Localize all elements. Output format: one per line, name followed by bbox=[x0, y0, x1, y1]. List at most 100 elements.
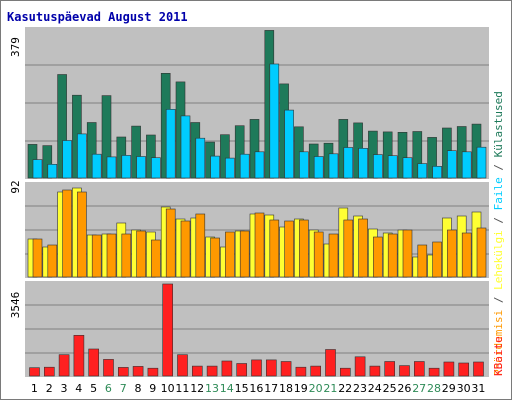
legend-visits: Külastused bbox=[492, 91, 505, 157]
day-label-25: 25 bbox=[383, 382, 397, 395]
day-label-22: 22 bbox=[338, 382, 352, 395]
bar-külastused-day-27 bbox=[412, 131, 423, 179]
day-label-30: 30 bbox=[457, 382, 471, 395]
day-label-21: 21 bbox=[323, 382, 337, 395]
legend-hits: Pöördumisi bbox=[492, 310, 505, 376]
bar-pöördumisi-day-17 bbox=[269, 219, 280, 278]
bar-külastused-day-28 bbox=[427, 137, 437, 179]
legend-vertical: Pöördumisi / Lehekülgi / Faile / Külastu… bbox=[492, 91, 505, 376]
bar-kbaite-day-19 bbox=[295, 366, 307, 377]
bar-pöördumisi-day-7 bbox=[121, 233, 132, 278]
bar-külastused-day-14 bbox=[220, 134, 230, 179]
bar-kbaite-day-10 bbox=[162, 283, 173, 377]
day-label-8: 8 bbox=[135, 382, 142, 395]
legend-sep-2: / bbox=[492, 210, 505, 230]
day-label-18: 18 bbox=[279, 382, 293, 395]
bar-kbaite-day-1 bbox=[29, 367, 40, 377]
bar-kbaite-day-22 bbox=[339, 367, 351, 377]
bar-faile-day-27 bbox=[417, 163, 428, 179]
bar-kbaite-day-14 bbox=[221, 360, 233, 377]
bar-faile-day-21 bbox=[328, 153, 339, 179]
bar-kbaite-day-18 bbox=[280, 361, 292, 377]
day-label-14: 14 bbox=[220, 382, 234, 395]
bar-kbaite-day-26 bbox=[399, 365, 410, 377]
bar-pöördumisi-day-5 bbox=[91, 234, 102, 278]
bar-faile-day-23 bbox=[358, 148, 368, 179]
day-label-6: 6 bbox=[105, 382, 112, 395]
bars-bandwidth bbox=[29, 283, 484, 377]
bar-kbaite-day-7 bbox=[118, 367, 129, 377]
chart-title: Kasutuspäevad August 2011 bbox=[7, 10, 188, 24]
bar-faile-day-26 bbox=[402, 157, 413, 179]
bar-pöördumisi-day-16 bbox=[254, 212, 265, 278]
bar-kbaite-day-8 bbox=[132, 366, 144, 377]
day-label-20: 20 bbox=[309, 382, 323, 395]
bar-faile-day-1 bbox=[32, 159, 43, 179]
bar-pöördumisi-day-18 bbox=[284, 220, 294, 278]
bar-külastused-day-16 bbox=[249, 119, 260, 179]
bar-faile-day-30 bbox=[461, 151, 472, 179]
bar-kbaite-day-29 bbox=[443, 361, 455, 377]
bar-faile-day-25 bbox=[387, 155, 398, 179]
bar-kbaite-day-13 bbox=[206, 365, 218, 377]
bar-pöördumisi-day-9 bbox=[151, 239, 161, 278]
bar-külastused-day-5 bbox=[86, 122, 97, 179]
bar-faile-day-5 bbox=[91, 153, 102, 179]
bar-faile-day-10 bbox=[165, 109, 176, 179]
bar-pöördumisi-day-29 bbox=[447, 229, 457, 278]
bar-külastused-day-15 bbox=[234, 125, 245, 179]
bar-kbaite-day-17 bbox=[265, 359, 277, 377]
bar-kbaite-day-24 bbox=[369, 365, 381, 377]
legend-pages: Lehekülgi bbox=[492, 230, 505, 290]
bar-faile-day-28 bbox=[432, 166, 442, 179]
bar-faile-day-4 bbox=[77, 133, 87, 179]
bar-faile-day-18 bbox=[284, 109, 294, 179]
bar-kbaite-day-15 bbox=[236, 363, 247, 377]
bar-pöördumisi-day-19 bbox=[299, 219, 309, 278]
bar-faile-day-8 bbox=[136, 156, 146, 179]
bar-faile-day-15 bbox=[239, 153, 250, 179]
bar-kbaite-day-6 bbox=[103, 359, 114, 377]
bar-kbaite-day-31 bbox=[473, 361, 484, 377]
bar-faile-day-12 bbox=[195, 137, 206, 179]
day-label-15: 15 bbox=[235, 382, 249, 395]
top-panel-max-label: 379 bbox=[9, 37, 22, 57]
bar-faile-day-2 bbox=[47, 164, 58, 179]
middle-panel-max-label: 92 bbox=[9, 180, 22, 193]
day-label-28: 28 bbox=[427, 382, 441, 395]
bar-kbaite-day-30 bbox=[458, 362, 470, 377]
bar-pöördumisi-day-11 bbox=[180, 220, 191, 278]
day-label-29: 29 bbox=[442, 382, 456, 395]
bar-faile-day-13 bbox=[210, 155, 220, 179]
bar-kbaite-day-11 bbox=[177, 354, 188, 377]
bar-faile-day-7 bbox=[121, 155, 132, 179]
bar-pöördumisi-day-8 bbox=[136, 230, 146, 278]
bar-pöördumisi-day-13 bbox=[210, 237, 220, 278]
bar-külastused-day-3 bbox=[57, 74, 67, 179]
day-label-24: 24 bbox=[368, 382, 382, 395]
bar-faile-day-16 bbox=[254, 151, 265, 179]
bar-kbaite-day-12 bbox=[192, 365, 203, 377]
legend-files: Faile bbox=[492, 177, 505, 210]
bar-kbaite-day-2 bbox=[43, 366, 55, 377]
bar-faile-day-24 bbox=[373, 154, 383, 179]
bottom-panel-max-label: 3546 bbox=[9, 292, 22, 319]
day-label-11: 11 bbox=[175, 382, 189, 395]
bar-külastused-day-26 bbox=[397, 132, 408, 179]
day-label-17: 17 bbox=[264, 382, 278, 395]
bar-külastused-day-9 bbox=[146, 134, 156, 179]
day-label-19: 19 bbox=[294, 382, 308, 395]
bar-kbaite-day-9 bbox=[147, 367, 159, 377]
bar-pöördumisi-day-28 bbox=[432, 241, 442, 278]
bar-kbaite-day-21 bbox=[325, 349, 336, 377]
legend-sep-3: / bbox=[492, 157, 505, 177]
bar-faile-day-11 bbox=[180, 115, 191, 179]
bar-pöördumisi-day-21 bbox=[328, 233, 339, 278]
bar-pöördumisi-day-1 bbox=[32, 238, 43, 278]
bar-pöördumisi-day-23 bbox=[358, 218, 368, 278]
bar-kbaite-day-23 bbox=[354, 356, 366, 377]
bar-kbaite-day-3 bbox=[58, 354, 70, 377]
bar-pöördumisi-day-6 bbox=[106, 233, 117, 278]
